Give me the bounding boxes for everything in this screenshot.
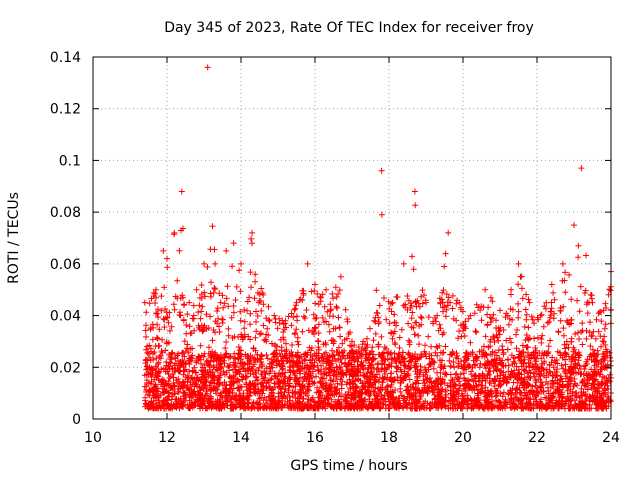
x-tick-label: 12: [158, 430, 176, 446]
peak-point: [537, 312, 544, 319]
peak-point: [160, 247, 167, 254]
peak-point: [349, 338, 355, 345]
plot-frame: [92, 56, 612, 420]
x-tick-label: 24: [602, 430, 620, 446]
peak-point: [230, 240, 237, 247]
peak-point: [193, 286, 200, 293]
peak-point: [312, 281, 318, 288]
x-tick-label: 20: [454, 430, 472, 446]
y-tick-label: 0.14: [50, 50, 81, 66]
peak-point: [293, 299, 300, 306]
peak-point: [526, 299, 533, 306]
peak-point: [249, 229, 256, 236]
grid-lines: [93, 57, 611, 419]
chart-title: Day 345 of 2023, Rate Of TEC Index for r…: [164, 20, 534, 36]
peak-point: [578, 165, 585, 172]
peak-point: [186, 299, 193, 306]
peak-point: [423, 299, 429, 306]
peak-point: [571, 222, 577, 229]
peak-point: [467, 312, 474, 319]
y-tick-label: 0: [72, 412, 81, 428]
peak-point: [204, 64, 211, 71]
peak-point: [178, 188, 185, 195]
peak-point: [260, 291, 267, 298]
data-points: [141, 64, 614, 412]
peak-point: [282, 317, 289, 324]
x-tick-label: 16: [306, 430, 324, 446]
peak-point: [201, 260, 207, 267]
peak-point: [223, 247, 230, 254]
peak-point: [323, 286, 330, 293]
y-tick-label: 0.06: [50, 257, 81, 273]
x-tick-label: 14: [232, 430, 250, 446]
peak-point: [212, 260, 219, 267]
peak-point: [271, 312, 278, 319]
y-tick-labels: 0 0.02 0.04 0.06 0.08 0.1 0.12 0.14: [50, 50, 81, 428]
peak-point: [171, 229, 178, 236]
peak-point: [141, 299, 148, 306]
y-tick-label: 0.1: [59, 153, 81, 169]
y-tick-label: 0.12: [50, 102, 81, 118]
peak-point: [337, 273, 344, 280]
axis-ticks: [92, 56, 612, 420]
peak-point: [389, 299, 396, 306]
x-tick-label: 10: [84, 430, 102, 446]
peak-point: [360, 338, 367, 345]
peak-point: [152, 286, 159, 293]
x-tick-labels: 10 12 14 16 18 20 22 24: [84, 430, 620, 446]
y-tick-label: 0.02: [50, 360, 81, 376]
peak-point: [371, 317, 378, 324]
y-tick-label: 0.04: [50, 309, 81, 325]
peak-point: [445, 229, 452, 236]
peak-point: [434, 312, 441, 319]
peak-point: [508, 286, 515, 293]
peak-point: [589, 299, 596, 306]
peak-point: [164, 255, 170, 262]
x-tick-label: 18: [380, 430, 398, 446]
peak-point: [411, 188, 418, 195]
y-axis-label: ROTI / TECUs: [6, 192, 22, 284]
x-axis-label: GPS time / hours: [290, 458, 407, 474]
peak-point: [482, 286, 489, 293]
peak-point: [600, 307, 607, 314]
peak-point: [400, 260, 407, 267]
peak-point: [378, 167, 385, 174]
peak-point: [497, 307, 503, 314]
x-tick-label: 22: [528, 430, 546, 446]
peak-point: [559, 260, 566, 267]
peak-point: [304, 260, 311, 267]
peak-point: [515, 260, 522, 267]
peak-point: [238, 260, 244, 267]
scatter-points: [141, 202, 614, 412]
peak-point: [548, 281, 555, 288]
peak-point: [456, 299, 463, 306]
y-tick-label: 0.08: [50, 205, 81, 221]
